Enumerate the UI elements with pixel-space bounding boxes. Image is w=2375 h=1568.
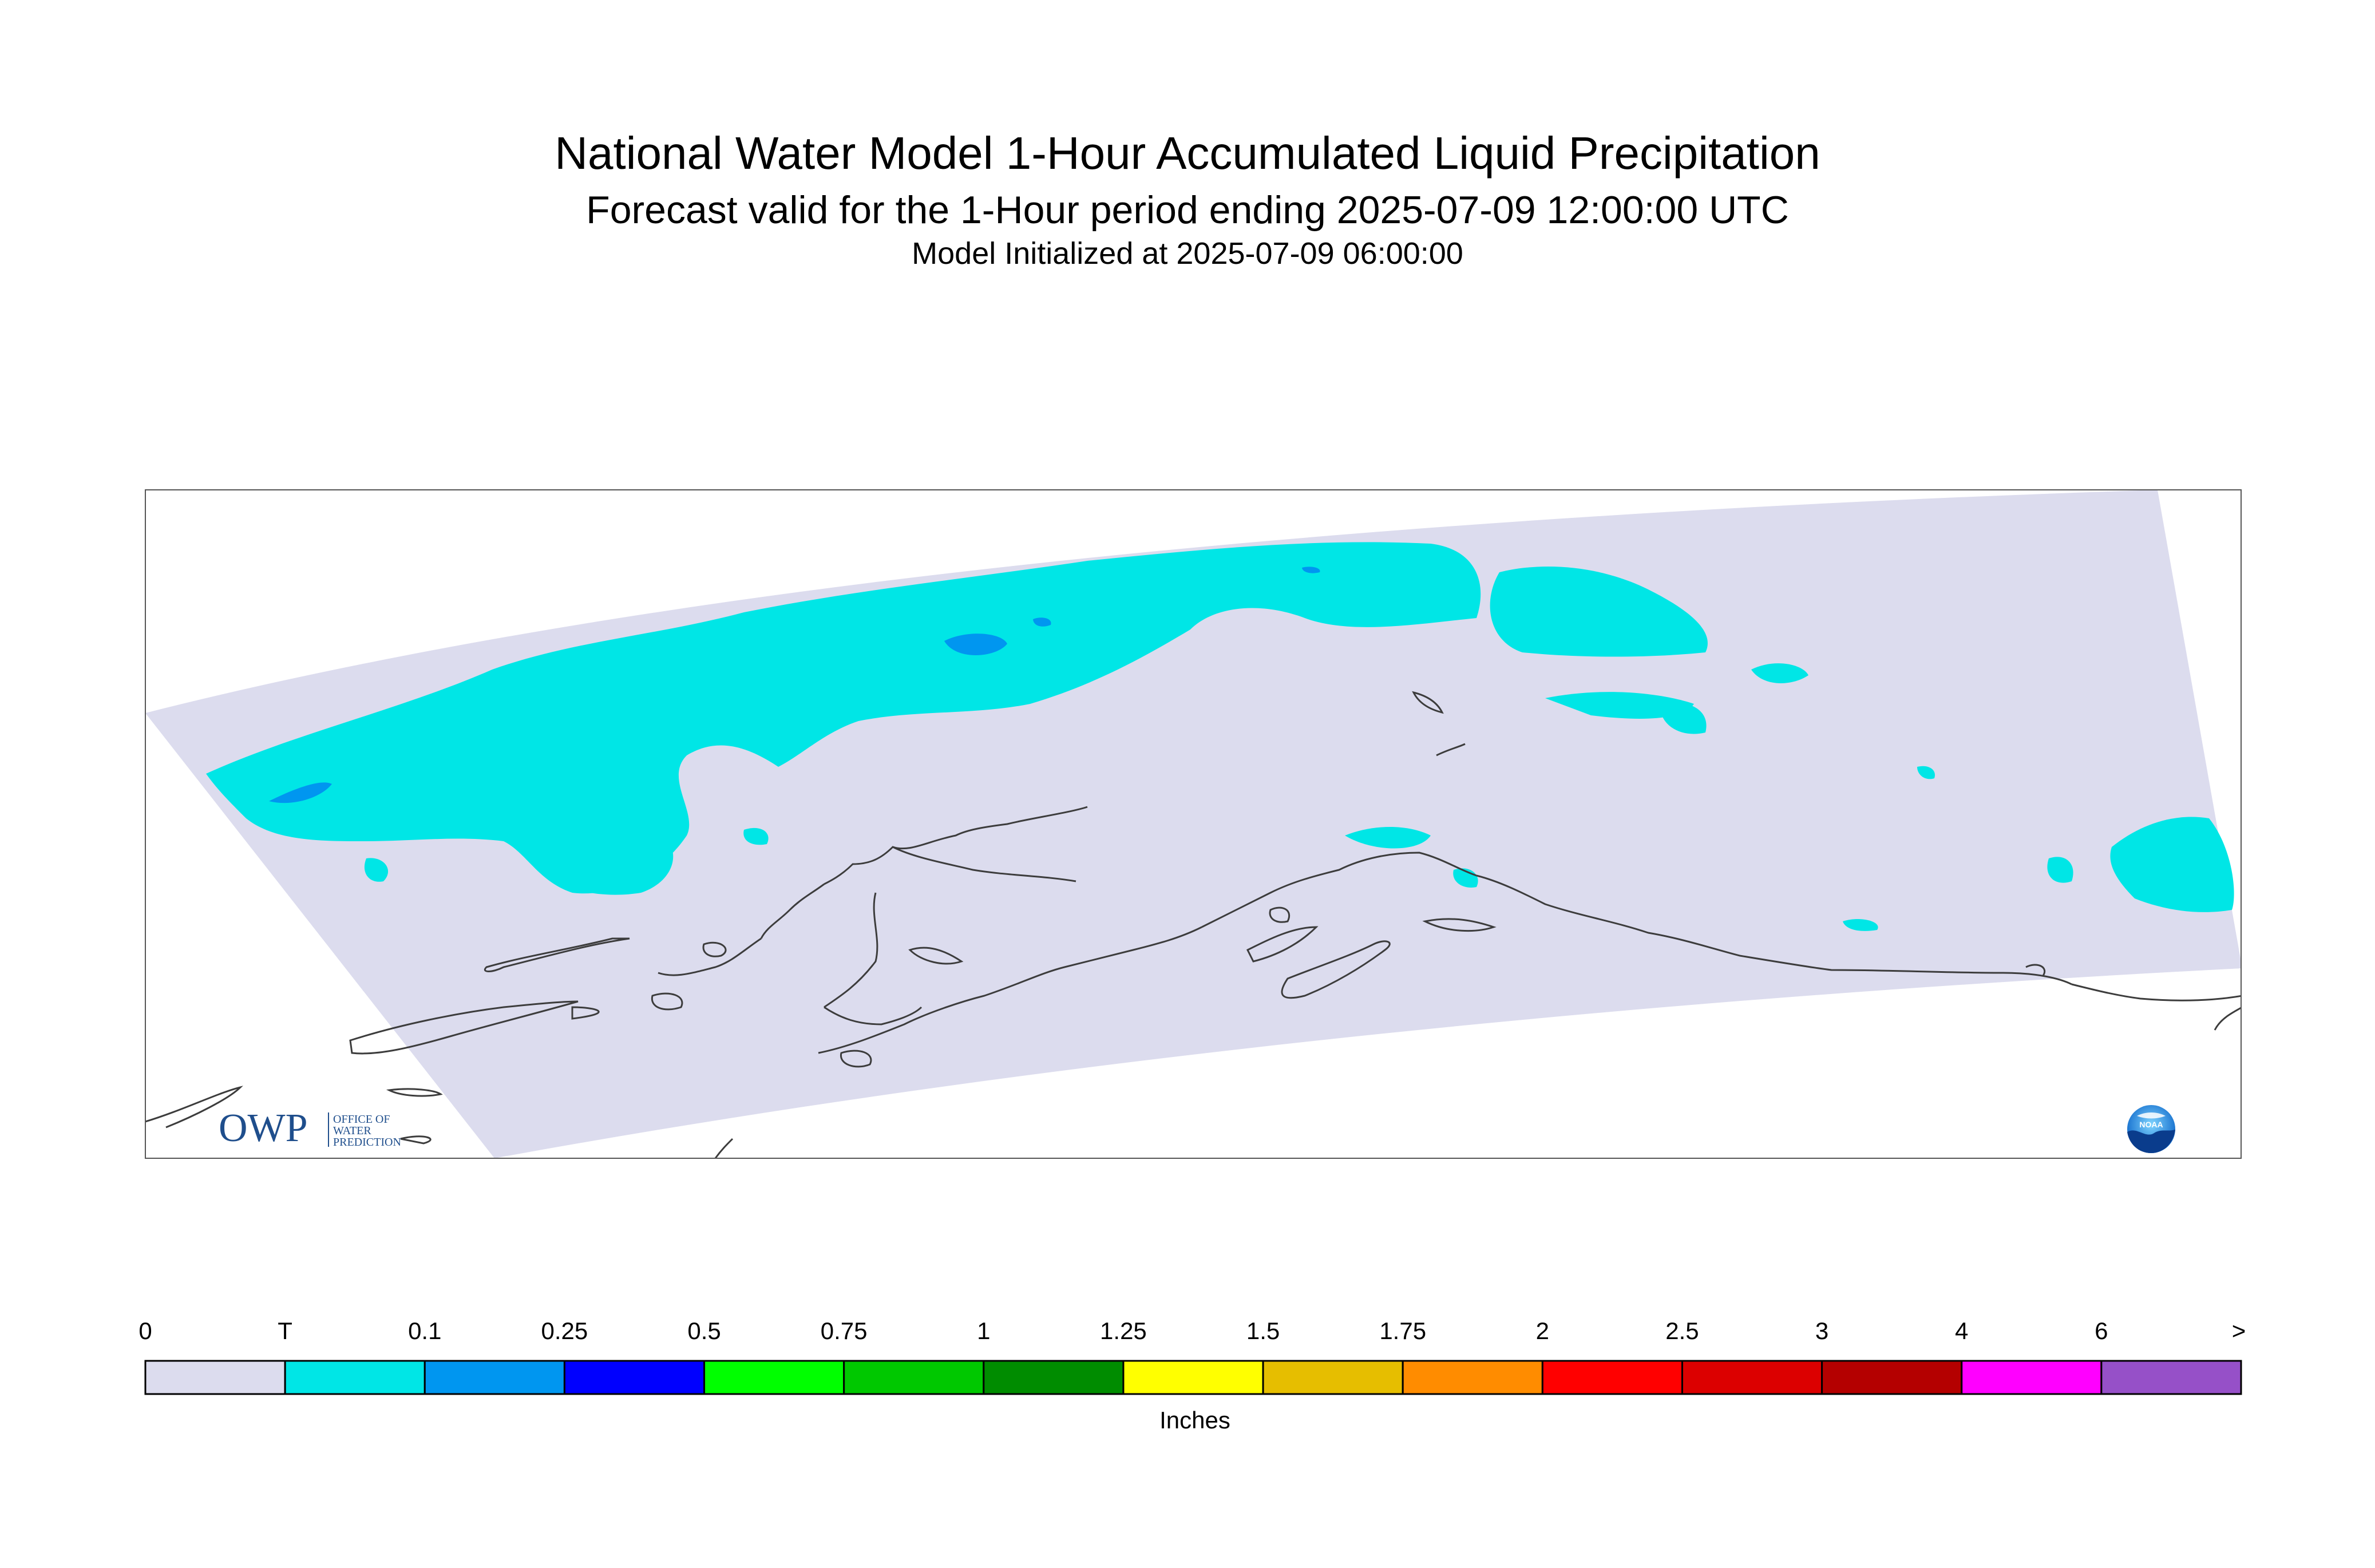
legend-tick: 0.5 xyxy=(687,1317,721,1344)
owp-logo-text: PREDICTION xyxy=(333,1136,401,1149)
legend-swatch xyxy=(284,1360,426,1395)
legend-swatch xyxy=(144,1360,286,1395)
legend-tick: 1.5 xyxy=(1246,1317,1280,1344)
model-init-time: Model Initialized at 2025-07-09 06:00:00 xyxy=(912,236,1463,271)
legend-tick: 2 xyxy=(1535,1317,1550,1344)
map-subtitle: Forecast valid for the 1-Hour period end… xyxy=(586,188,1789,232)
owp-logo-text: WATER xyxy=(333,1124,371,1137)
noaa-logo: NOAA xyxy=(2127,1105,2175,1153)
legend-tick: 4 xyxy=(1955,1317,1969,1344)
legend-swatch xyxy=(2100,1360,2242,1395)
legend-swatch xyxy=(1541,1360,1683,1395)
legend-tick: 1.25 xyxy=(1100,1317,1147,1344)
legend-swatch xyxy=(1262,1360,1404,1395)
legend-units: Inches xyxy=(1159,1407,1230,1434)
owp-logo: OWP OFFICE OF WATER PREDICTION xyxy=(219,1106,401,1150)
legend-tick: > xyxy=(2231,1317,2246,1344)
owp-logo-text: OFFICE OF xyxy=(333,1113,390,1126)
legend-swatch xyxy=(1681,1360,1823,1395)
owp-logo-mark: OWP xyxy=(219,1106,308,1150)
legend-tick: 0.25 xyxy=(541,1317,588,1344)
legend-tick: 0.75 xyxy=(820,1317,868,1344)
legend-swatch xyxy=(703,1360,845,1395)
legend-swatch xyxy=(843,1360,985,1395)
legend-swatch xyxy=(1122,1360,1264,1395)
map-title: National Water Model 1-Hour Accumulated … xyxy=(555,128,1820,179)
legend-tick: T xyxy=(278,1317,292,1344)
legend-tick: 1.75 xyxy=(1379,1317,1427,1344)
precipitation-areas xyxy=(206,542,2234,931)
legend-swatch xyxy=(1821,1360,1963,1395)
heavier-precipitation-areas xyxy=(269,567,1320,803)
noaa-logo-text: NOAA xyxy=(2139,1120,2163,1129)
legend-swatch xyxy=(1402,1360,1543,1395)
legend-tick: 6 xyxy=(2095,1317,2108,1344)
legend-swatch xyxy=(423,1360,565,1395)
legend-tick: 0 xyxy=(138,1317,152,1344)
legend-swatch xyxy=(563,1360,706,1395)
legend-swatch xyxy=(1961,1360,2103,1395)
legend-tick: 2.5 xyxy=(1665,1317,1699,1344)
legend-tick: 0.1 xyxy=(408,1317,442,1344)
legend-swatch xyxy=(983,1360,1125,1395)
legend-tick: 3 xyxy=(1815,1317,1829,1344)
legend-tick: 1 xyxy=(977,1317,991,1344)
coastlines xyxy=(145,691,2241,1158)
